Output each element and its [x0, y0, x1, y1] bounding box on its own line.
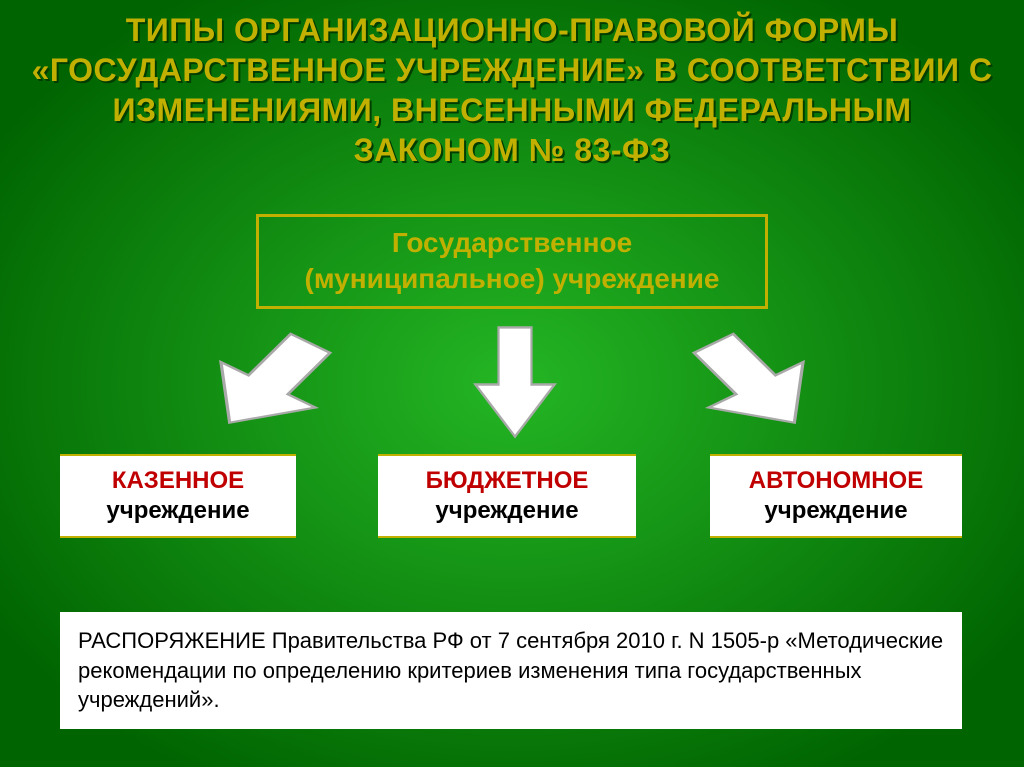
- arrow-3: [674, 328, 834, 438]
- child-node-line2: учреждение: [716, 496, 956, 526]
- arrow-2: [460, 320, 570, 444]
- root-node-line2: (муниципальное) учреждение: [305, 263, 720, 294]
- arrow-1: [190, 328, 350, 438]
- child-node-2: БЮДЖЕТНОЕучреждение: [378, 454, 636, 538]
- child-node-line1: КАЗЕННОЕ: [66, 466, 290, 496]
- child-node-line1: БЮДЖЕТНОЕ: [384, 466, 630, 496]
- child-node-3: АВТОНОМНОЕучреждение: [710, 454, 962, 538]
- child-node-line2: учреждение: [66, 496, 290, 526]
- slide-title: ТИПЫ ОРГАНИЗАЦИОННО-ПРАВОВОЙ ФОРМЫ «ГОСУ…: [0, 0, 1024, 178]
- child-node-line2: учреждение: [384, 496, 630, 526]
- footer-note: РАСПОРЯЖЕНИЕ Правительства РФ от 7 сентя…: [60, 612, 962, 729]
- child-node-1: КАЗЕННОЕучреждение: [60, 454, 296, 538]
- child-node-line1: АВТОНОМНОЕ: [716, 466, 956, 496]
- slide: ТИПЫ ОРГАНИЗАЦИОННО-ПРАВОВОЙ ФОРМЫ «ГОСУ…: [0, 0, 1024, 767]
- root-node-line1: Государственное: [392, 227, 632, 258]
- root-node: Государственное (муниципальное) учрежден…: [256, 214, 768, 309]
